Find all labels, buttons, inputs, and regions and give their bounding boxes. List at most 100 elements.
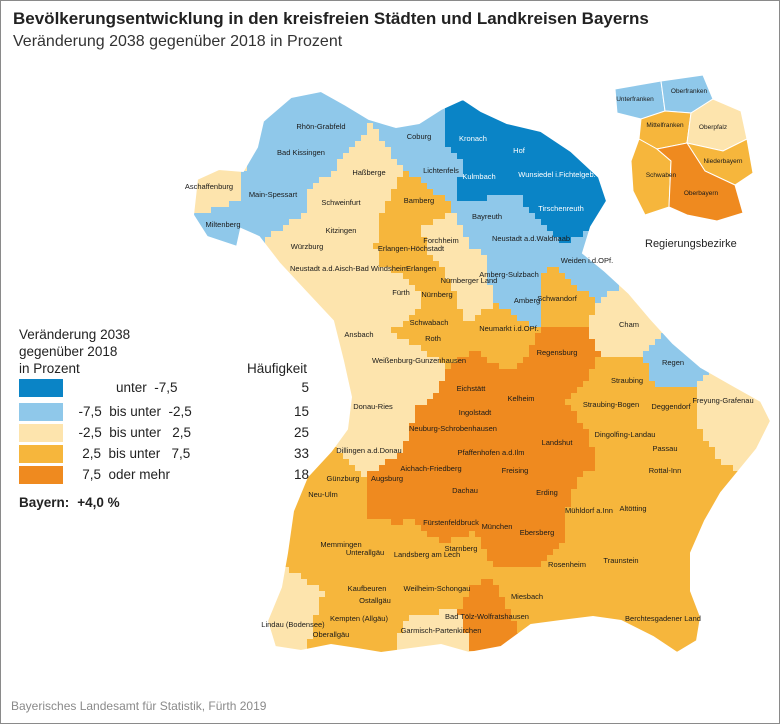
district-cell xyxy=(631,369,638,376)
district-cell xyxy=(403,333,410,340)
district-cell xyxy=(469,201,476,208)
district-cell xyxy=(733,309,740,316)
district-cell xyxy=(487,309,494,316)
district-cell xyxy=(223,171,230,178)
district-cell xyxy=(217,357,224,364)
district-cell xyxy=(583,231,590,238)
district-cell xyxy=(373,345,380,352)
district-cell xyxy=(673,315,680,322)
district-cell xyxy=(427,279,434,286)
district-cell xyxy=(223,129,230,136)
district-cell xyxy=(757,261,764,268)
district-cell xyxy=(499,135,506,142)
district-cell xyxy=(355,153,362,160)
district-cell xyxy=(367,285,374,292)
district-cell xyxy=(205,267,212,274)
district-cell xyxy=(589,213,596,220)
district-cell xyxy=(205,91,212,94)
district-cell xyxy=(271,279,278,286)
district-cell xyxy=(757,285,764,292)
district-cell xyxy=(241,327,248,334)
district-cell xyxy=(571,255,578,262)
district-cell xyxy=(211,231,218,238)
district-cell xyxy=(451,279,458,286)
district-cell xyxy=(757,213,764,220)
district-cell xyxy=(589,201,596,208)
district-cell xyxy=(283,213,290,220)
district-cell xyxy=(463,321,470,328)
district-cell xyxy=(523,93,530,100)
district-cell xyxy=(607,387,614,394)
district-cell xyxy=(505,357,512,364)
district-cell xyxy=(721,339,728,346)
district-cell xyxy=(553,231,560,238)
district-cell xyxy=(583,261,590,268)
district-cell xyxy=(211,297,218,304)
district-cell xyxy=(235,111,242,118)
district-cell xyxy=(283,195,290,202)
district-cell xyxy=(235,225,242,232)
district-cell xyxy=(667,285,674,292)
district-cell xyxy=(511,213,518,220)
district-cell xyxy=(499,237,506,244)
district-cell xyxy=(301,207,308,214)
district-cell xyxy=(649,345,656,352)
district-cell xyxy=(637,351,644,358)
district-cell xyxy=(343,123,350,130)
district-cell xyxy=(379,189,386,196)
district-cell xyxy=(529,105,536,112)
district-cell xyxy=(661,303,668,310)
district-cell xyxy=(355,315,362,322)
district-cell xyxy=(769,255,771,262)
district-cell xyxy=(343,117,350,124)
district-cell xyxy=(379,345,386,352)
district-cell xyxy=(385,129,392,136)
district-cell xyxy=(409,255,416,262)
district-cell xyxy=(379,177,386,184)
district-cell xyxy=(697,339,704,346)
district-cell xyxy=(607,279,614,286)
district-cell xyxy=(469,91,476,94)
district-cell xyxy=(403,357,410,364)
district-cell xyxy=(289,309,296,316)
district-cell xyxy=(271,189,278,196)
district-cell xyxy=(397,147,404,154)
district-cell xyxy=(415,195,422,202)
district-cell xyxy=(727,267,734,274)
district-cell xyxy=(523,195,530,202)
district-cell xyxy=(505,297,512,304)
district-cell xyxy=(235,105,242,112)
district-cell xyxy=(193,111,200,118)
district-cell xyxy=(475,213,482,220)
district-cell xyxy=(529,279,536,286)
district-cell xyxy=(553,351,560,358)
district-cell xyxy=(295,303,302,310)
district-cell xyxy=(505,91,512,94)
district-cell xyxy=(649,219,656,226)
district-cell xyxy=(475,189,482,196)
district-cell xyxy=(409,249,416,256)
district-cell xyxy=(331,231,338,238)
district-cell xyxy=(205,339,212,346)
district-cell xyxy=(619,381,626,388)
district-cell xyxy=(211,123,218,130)
district-cell xyxy=(367,273,374,280)
district-cell xyxy=(481,207,488,214)
district-cell xyxy=(661,387,668,394)
district-cell xyxy=(571,327,578,334)
district-cell xyxy=(307,291,314,298)
district-cell xyxy=(619,195,626,202)
district-cell xyxy=(271,91,278,94)
district-cell xyxy=(415,219,422,226)
district-cell xyxy=(715,231,722,238)
district-cell xyxy=(493,351,500,358)
district-cell xyxy=(427,117,434,124)
district-cell xyxy=(295,261,302,268)
district-cell xyxy=(475,339,482,346)
district-cell xyxy=(331,369,338,376)
district-cell xyxy=(529,303,536,310)
district-cell xyxy=(433,195,440,202)
district-cell xyxy=(547,195,554,202)
district-cell xyxy=(319,141,326,148)
district-cell xyxy=(325,345,332,352)
